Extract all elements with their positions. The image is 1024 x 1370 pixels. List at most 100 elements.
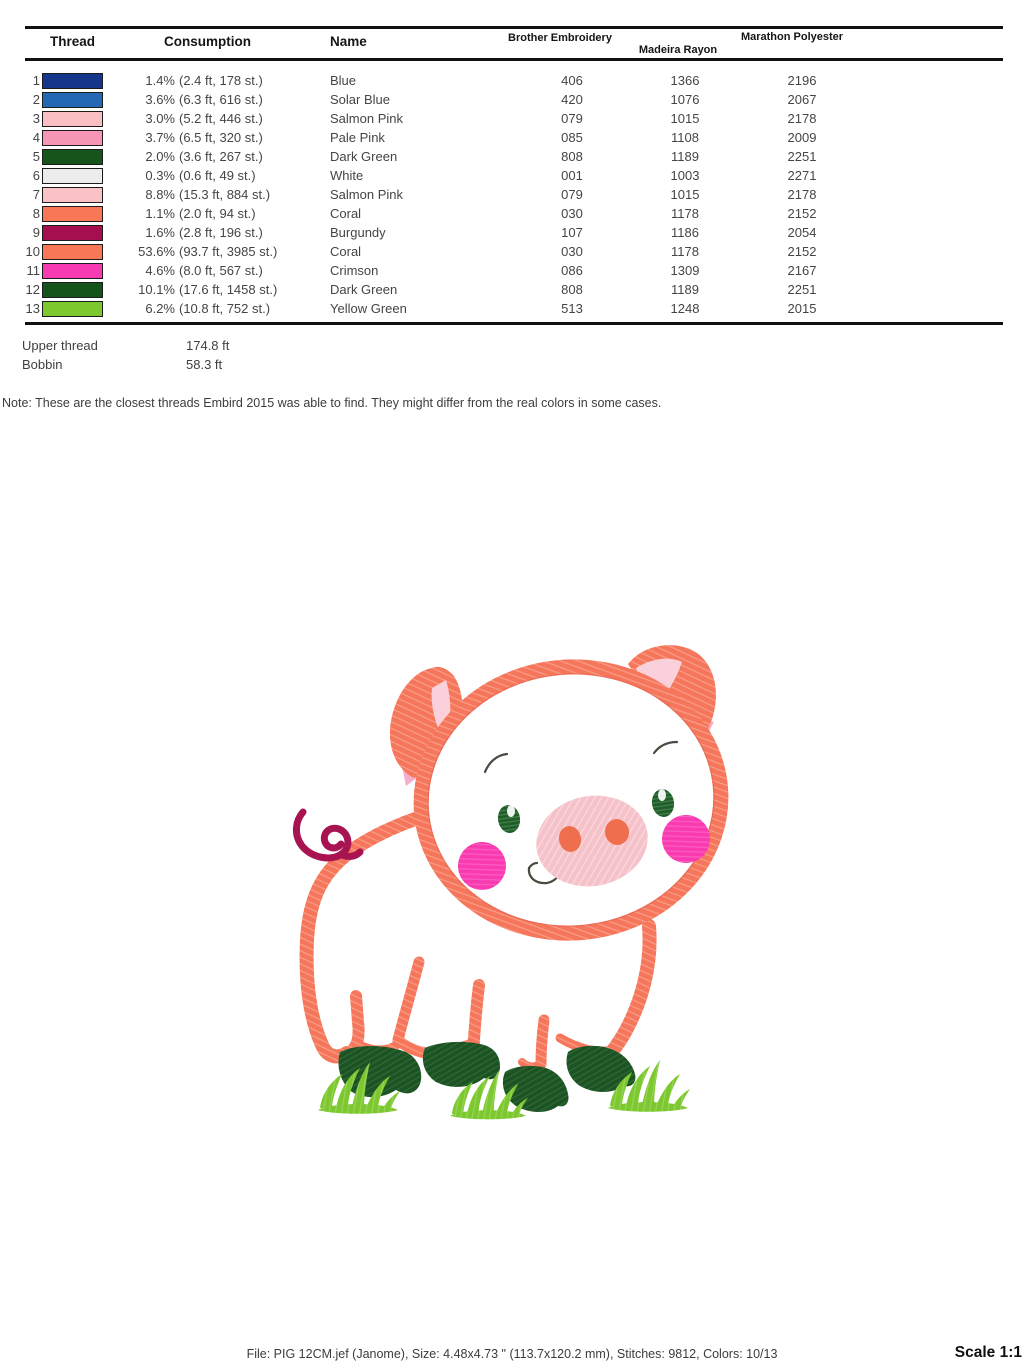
thread-number: 2 xyxy=(32,92,40,107)
thread-name: Salmon Pink xyxy=(330,187,403,202)
madeira-rayon-code: 1366 xyxy=(670,73,700,88)
consumption-detail: (15.3 ft, 884 st.) xyxy=(179,187,271,202)
marathon-polyester-code: 2251 xyxy=(787,149,817,164)
thread-name: Pale Pink xyxy=(330,130,385,145)
thread-number: 7 xyxy=(32,187,40,202)
thread-color-swatch xyxy=(42,225,103,241)
madeira-rayon-code: 1178 xyxy=(671,206,699,221)
thread-name: Blue xyxy=(330,73,357,88)
thread-number: 4 xyxy=(32,130,40,145)
brother-embroidery-code: 406 xyxy=(561,73,583,88)
bobbin-value: 58.3 ft xyxy=(186,357,223,372)
madeira-rayon-code: 1015 xyxy=(670,187,700,202)
thread-number: 10 xyxy=(25,244,40,259)
madeira-rayon-code: 1108 xyxy=(671,130,699,145)
pig-face-lines xyxy=(483,740,679,885)
marathon-polyester-code: 2178 xyxy=(787,187,817,202)
bobbin-label: Bobbin xyxy=(22,357,63,372)
table-row: 4 3.7% (6.5 ft, 320 st.) Pale Pink 085 1… xyxy=(0,128,1024,147)
table-header-rule xyxy=(25,58,1003,61)
thread-color-swatch xyxy=(42,92,103,108)
consumption-detail: (10.8 ft, 752 st.) xyxy=(179,301,271,316)
consumption-percent: 1.1% xyxy=(145,206,175,221)
column-header-brother-embroidery: Brother Embroidery xyxy=(508,32,612,44)
thread-color-swatch xyxy=(42,301,103,317)
thread-name: Coral xyxy=(330,244,362,259)
consumption-detail: (17.6 ft, 1458 st.) xyxy=(179,282,278,297)
thread-number: 1 xyxy=(32,73,40,88)
marathon-polyester-code: 2271 xyxy=(787,168,817,183)
thread-number: 8 xyxy=(32,206,40,221)
madeira-rayon-code: 1076 xyxy=(670,92,700,107)
madeira-rayon-code: 1003 xyxy=(670,168,700,183)
table-top-rule xyxy=(25,26,1003,29)
scale-label: Scale 1:1 xyxy=(954,1344,1022,1361)
pig-eyes xyxy=(497,789,675,833)
marathon-polyester-code: 2152 xyxy=(787,244,817,259)
thread-number: 3 xyxy=(32,111,40,126)
left-eyebrow xyxy=(483,752,509,774)
thread-number: 12 xyxy=(25,282,40,297)
thread-color-swatch xyxy=(42,244,103,260)
column-header-thread: Thread xyxy=(49,34,95,49)
brother-embroidery-code: 079 xyxy=(561,187,583,202)
thread-color-swatch xyxy=(42,149,103,165)
consumption-percent: 3.0% xyxy=(145,111,175,126)
brother-embroidery-code: 808 xyxy=(561,149,583,164)
consumption-percent: 8.8% xyxy=(145,187,175,202)
table-row: 2 3.6% (6.3 ft, 616 st.) Solar Blue 420 … xyxy=(0,90,1024,109)
table-row: 8 1.1% (2.0 ft, 94 st.) Coral 030 1178 2… xyxy=(0,204,1024,223)
table-row: 10 53.6% (93.7 ft, 3985 st.) Coral 030 1… xyxy=(0,242,1024,261)
thread-color-swatch xyxy=(42,282,103,298)
consumption-percent: 3.6% xyxy=(145,92,175,107)
marathon-polyester-code: 2167 xyxy=(787,263,817,278)
consumption-percent: 53.6% xyxy=(138,244,175,259)
thread-number: 6 xyxy=(32,168,40,183)
marathon-polyester-code: 2009 xyxy=(787,130,817,145)
consumption-detail: (6.3 ft, 616 st.) xyxy=(179,92,263,107)
thread-name: Dark Green xyxy=(330,149,398,164)
bobbin-summary: Bobbin 58.3 ft xyxy=(0,357,1024,375)
table-bottom-rule xyxy=(25,322,1003,325)
table-row: 7 8.8% (15.3 ft, 884 st.) Salmon Pink 07… xyxy=(0,185,1024,204)
madeira-rayon-code: 1186 xyxy=(671,225,699,240)
consumption-percent: 1.6% xyxy=(145,225,175,240)
thread-color-swatch xyxy=(42,263,103,279)
brother-embroidery-code: 513 xyxy=(561,301,583,316)
pig-design-image xyxy=(290,635,740,1130)
consumption-detail: (5.2 ft, 446 st.) xyxy=(179,111,263,126)
thread-name: Solar Blue xyxy=(330,92,390,107)
pig-embroidery-svg xyxy=(293,645,729,1120)
brother-embroidery-code: 001 xyxy=(561,168,583,183)
thread-table-rows: 1 1.4% (2.4 ft, 178 st.) Blue 406 1366 2… xyxy=(0,71,1024,318)
file-info: File: PIG 12CM.jef (Janome), Size: 4.48x… xyxy=(246,1347,778,1361)
marathon-polyester-code: 2015 xyxy=(787,301,817,316)
thread-name: Dark Green xyxy=(330,282,398,297)
column-header-consumption: Consumption xyxy=(164,34,251,49)
madeira-rayon-code: 1248 xyxy=(670,301,700,316)
consumption-detail: (2.4 ft, 178 st.) xyxy=(179,73,263,88)
threads-note: Note: These are the closest threads Embi… xyxy=(2,396,662,410)
consumption-detail: (2.0 ft, 94 st.) xyxy=(179,206,256,221)
table-row: 3 3.0% (5.2 ft, 446 st.) Salmon Pink 079… xyxy=(0,109,1024,128)
column-header-name: Name xyxy=(330,34,367,49)
consumption-detail: (0.6 ft, 49 st.) xyxy=(179,168,256,183)
thread-name: Yellow Green xyxy=(330,301,407,316)
thread-color-swatch xyxy=(42,130,103,146)
right-eyebrow xyxy=(652,740,679,755)
table-row: 13 6.2% (10.8 ft, 752 st.) Yellow Green … xyxy=(0,299,1024,318)
consumption-percent: 4.6% xyxy=(145,263,175,278)
thread-number: 13 xyxy=(25,301,40,316)
upper-thread-value: 174.8 ft xyxy=(186,338,230,353)
madeira-rayon-code: 1015 xyxy=(670,111,700,126)
left-nostril xyxy=(558,826,582,852)
column-header-madeira-rayon: Madeira Rayon xyxy=(638,44,718,56)
brother-embroidery-code: 085 xyxy=(561,130,583,145)
marathon-polyester-code: 2054 xyxy=(787,225,817,240)
brother-embroidery-code: 107 xyxy=(561,225,583,240)
upper-thread-label: Upper thread xyxy=(22,338,98,353)
pig-feet xyxy=(338,1041,636,1112)
madeira-rayon-code: 1309 xyxy=(670,263,700,278)
column-header-marathon-polyester: Marathon Polyester xyxy=(740,31,844,43)
